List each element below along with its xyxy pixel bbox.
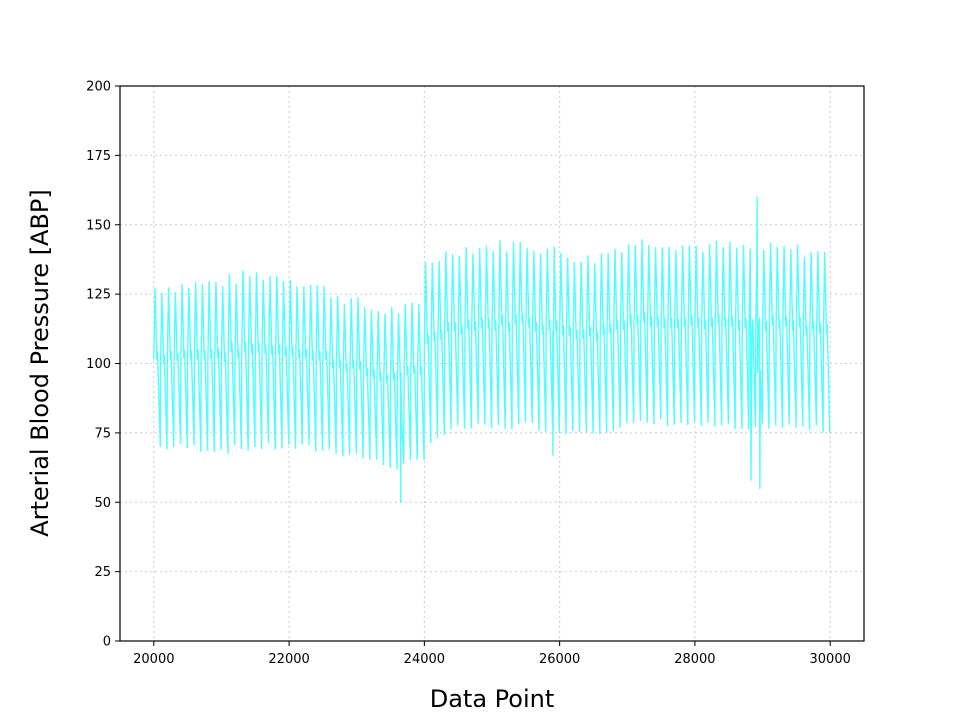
x-tick-label: 26000 xyxy=(539,652,580,667)
y-tick-label: 100 xyxy=(86,357,111,372)
x-axis: 20000 22000 24000 26000 28000 30000 xyxy=(133,641,851,667)
y-tick-label: 50 xyxy=(94,496,111,511)
y-tick-label: 150 xyxy=(86,218,111,233)
x-tick-label: 22000 xyxy=(268,652,309,667)
series-layer xyxy=(153,196,831,503)
y-tick-label: 25 xyxy=(94,565,111,580)
x-tick-label: 30000 xyxy=(810,652,851,667)
x-axis-label: Data Point xyxy=(430,685,555,713)
y-tick-label: 125 xyxy=(86,288,111,303)
x-tick-label: 28000 xyxy=(674,652,715,667)
y-axis-label: Arterial Blood Pressure [ABP] xyxy=(26,189,54,537)
y-axis: 0 25 50 75 100 125 150 175 200 xyxy=(86,80,120,650)
y-tick-label: 175 xyxy=(86,149,111,164)
x-tick-label: 20000 xyxy=(133,652,174,667)
y-tick-label: 0 xyxy=(103,635,111,650)
y-tick-label: 200 xyxy=(86,80,111,95)
y-tick-label: 75 xyxy=(94,426,111,441)
x-tick-label: 24000 xyxy=(404,652,445,667)
series-abp-line xyxy=(153,196,831,503)
